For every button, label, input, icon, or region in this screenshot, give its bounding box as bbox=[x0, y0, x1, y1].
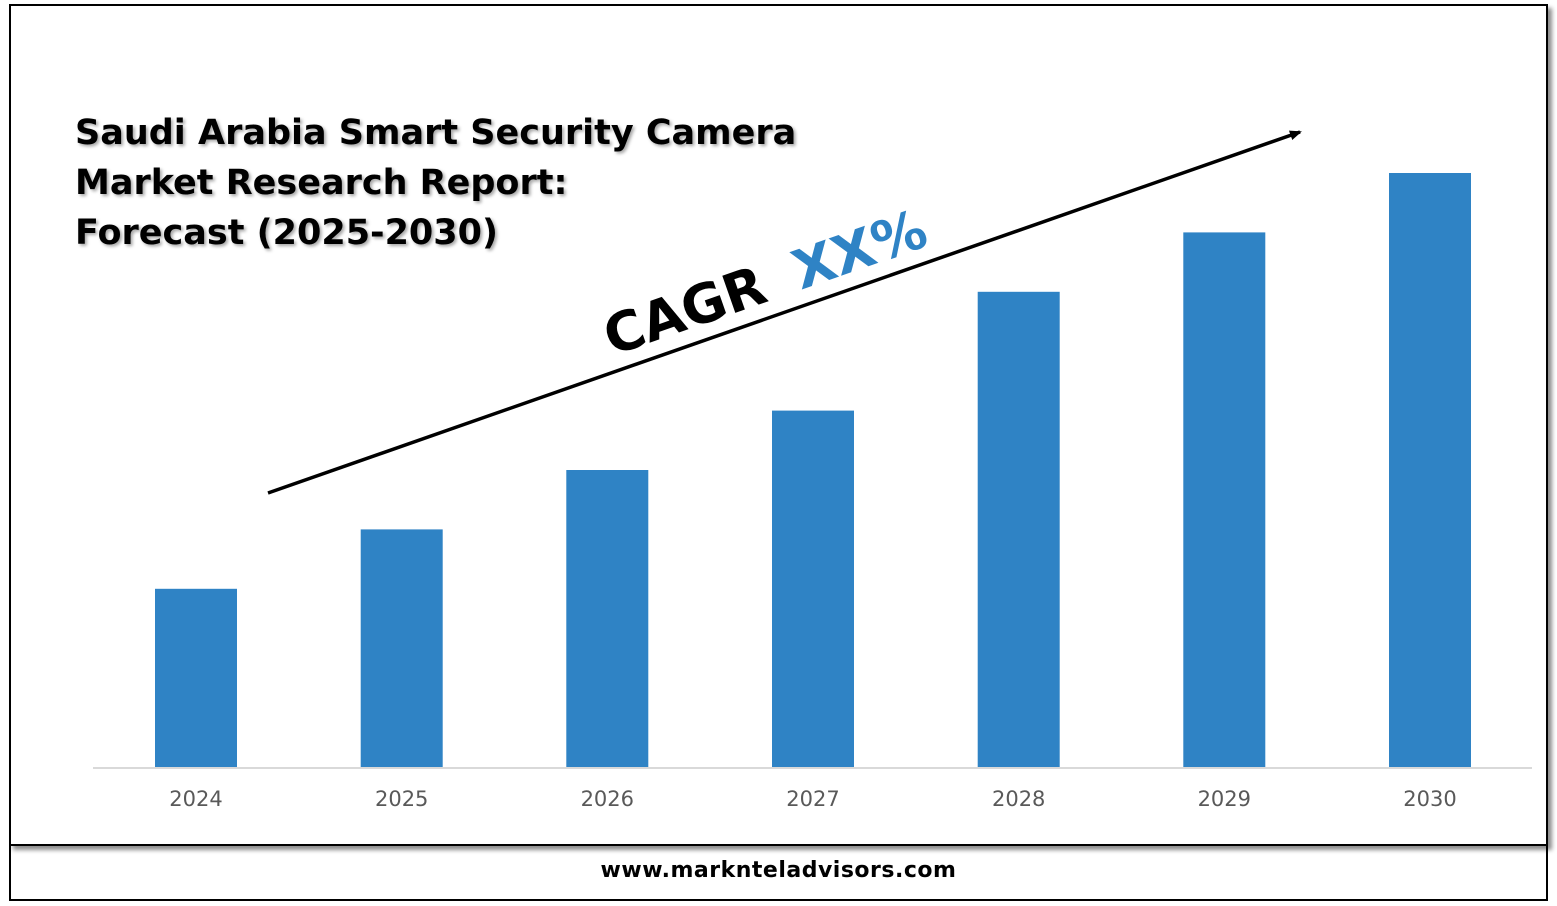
bar-2024 bbox=[155, 588, 237, 767]
x-tick-label-2030: 2030 bbox=[1403, 787, 1456, 811]
bar-2028 bbox=[977, 291, 1060, 767]
title-line-1: Saudi Arabia Smart Security Camera bbox=[75, 113, 797, 153]
x-tick-label-2028: 2028 bbox=[992, 787, 1045, 811]
title-line-2: Market Research Report: bbox=[75, 163, 568, 203]
title-line-3: Forecast (2025-2030) bbox=[75, 213, 498, 253]
footer-website-url[interactable]: www.marknteladvisors.com bbox=[600, 858, 957, 883]
x-tick-label-2024: 2024 bbox=[169, 787, 222, 811]
bar-2030 bbox=[1389, 173, 1471, 767]
cagr-trend-arrow bbox=[267, 130, 1302, 495]
x-tick-label-2029: 2029 bbox=[1198, 787, 1251, 811]
bar-2025 bbox=[360, 529, 443, 767]
chart-title: Saudi Arabia Smart Security Camera Marke… bbox=[75, 108, 796, 258]
bar-2026 bbox=[566, 470, 649, 767]
bar-2029 bbox=[1183, 232, 1266, 767]
x-tick-label-2025: 2025 bbox=[375, 787, 428, 811]
x-tick-label-2027: 2027 bbox=[786, 787, 839, 811]
x-tick-label-2026: 2026 bbox=[581, 787, 634, 811]
bar-2027 bbox=[772, 410, 854, 767]
bar-series bbox=[155, 173, 1471, 767]
x-tick-labels: 2024 2025 2026 2027 2028 2029 2030 bbox=[169, 787, 1456, 811]
